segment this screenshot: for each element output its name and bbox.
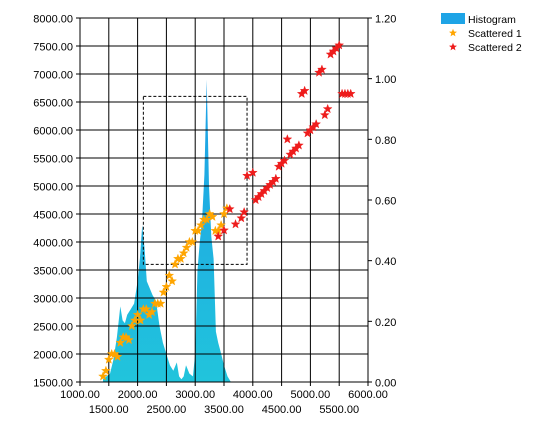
scattered-2-point: [224, 203, 235, 214]
scattered-1-point: [207, 211, 218, 221]
scattered-1-point: [135, 315, 146, 325]
y-left-tick-label: 8000.00: [33, 14, 73, 26]
scattered-2-point: [299, 85, 310, 95]
scattered-1-point: [170, 259, 180, 269]
scattered-1-point: [126, 320, 137, 331]
scattered-1-point: [158, 287, 169, 297]
legend-marker-scattered-2: [449, 42, 457, 51]
scattered-1-point: [124, 334, 134, 345]
x-tick-label: 4500.00: [262, 404, 302, 416]
x-tick-label: 5000.00: [291, 389, 331, 401]
y-right-tick-label: 0.20: [375, 317, 396, 329]
y-left-tick-label: 4000.00: [33, 238, 73, 250]
scattered-1-point: [196, 220, 206, 230]
scattered-1-point: [175, 253, 186, 263]
scattered-2-point: [230, 219, 241, 229]
scattered-1-point: [178, 248, 189, 258]
x-tick-label: 6000.00: [348, 389, 388, 401]
x-tick-label: 5500.00: [319, 404, 359, 416]
y-left-tick-label: 2500.00: [33, 322, 73, 334]
scattered-1-point: [103, 354, 114, 364]
legend-swatch-histogram: [441, 13, 465, 24]
scattered-2-point: [279, 155, 290, 165]
scattered-2-point: [239, 206, 250, 217]
scattered-1-point: [141, 304, 152, 314]
scattered-1-point: [115, 337, 126, 347]
scattered-2-point: [319, 109, 330, 120]
x-tick-label: 1500.00: [89, 404, 129, 416]
y-right-tick-label: 0.60: [375, 196, 396, 208]
scattered-1-point: [147, 306, 157, 317]
series-scattered-2: [213, 40, 356, 241]
scattered-2-point: [236, 213, 247, 223]
scattered-1-point: [161, 281, 172, 291]
legend-label-scattered-2: Scattered 2: [468, 42, 522, 54]
scattered-1-point: [164, 270, 175, 280]
scattered-1-point: [167, 276, 178, 286]
y-left-tick-label: 7500.00: [33, 42, 73, 54]
y-left-tick-label: 6500.00: [33, 98, 73, 110]
y-left-tick-label: 4500.00: [33, 210, 73, 222]
legend-label-histogram: Histogram: [468, 14, 516, 26]
y-right-tick-label: 0.80: [375, 135, 396, 147]
y-left-tick-label: 5000.00: [33, 182, 73, 194]
scattered-2-point: [213, 231, 224, 241]
legend-label-scattered-1: Scattered 1: [468, 28, 522, 40]
scattered-1-point: [155, 298, 166, 308]
y-right-tick-label: 0.40: [375, 256, 396, 268]
x-tick-label: 1000.00: [60, 389, 100, 401]
scattered-2-point: [311, 118, 322, 129]
scattered-2-point: [334, 40, 345, 50]
y-right-tick-label: 1.20: [375, 14, 396, 26]
legend-marker-scattered-1: [449, 28, 457, 37]
y-left-tick-label: 5500.00: [33, 154, 73, 166]
scattered-2-point: [293, 140, 304, 150]
scattered-2-point: [242, 170, 252, 180]
y-left-tick-label: 2000.00: [33, 350, 73, 362]
scattered-1-point: [181, 242, 192, 252]
legend: Histogram Scattered 1 Scattered 2: [441, 13, 522, 54]
scattered-1-point: [112, 351, 123, 361]
scattered-1-point: [187, 236, 198, 247]
scattered-1-point: [216, 220, 227, 230]
scattered-1-point: [98, 371, 108, 381]
scattered-2-point: [345, 88, 356, 99]
y-left-tick-label: 1500.00: [33, 378, 73, 390]
scattered-2-point: [247, 167, 258, 177]
scattered-2-point: [322, 103, 333, 114]
y-right-tick-label: 1.00: [375, 74, 396, 86]
x-tick-label: 4000.00: [233, 389, 273, 401]
scattered-1-point: [201, 214, 212, 224]
scattered-2-point: [316, 64, 327, 74]
scattered-2-point: [219, 225, 229, 235]
x-tick-label: 3000.00: [175, 389, 215, 401]
y-right-tick-label: 0.00: [375, 378, 396, 390]
selection-box: [142, 95, 248, 265]
x-tick-label: 3500.00: [204, 404, 244, 416]
scattered-1-point: [193, 225, 204, 235]
y-left-tick-label: 3000.00: [33, 294, 73, 306]
scattered-1-point: [100, 365, 111, 375]
scattered-2-point: [282, 134, 293, 144]
y-left-tick-label: 7000.00: [33, 70, 73, 82]
x-tick-label: 2000.00: [118, 389, 158, 401]
scattered-1-point: [132, 309, 143, 319]
y-left-tick-label: 6000.00: [33, 126, 73, 138]
x-tick-label: 2500.00: [147, 404, 187, 416]
scattered-2-point: [270, 173, 281, 183]
y-left-tick-label: 3500.00: [33, 266, 73, 278]
